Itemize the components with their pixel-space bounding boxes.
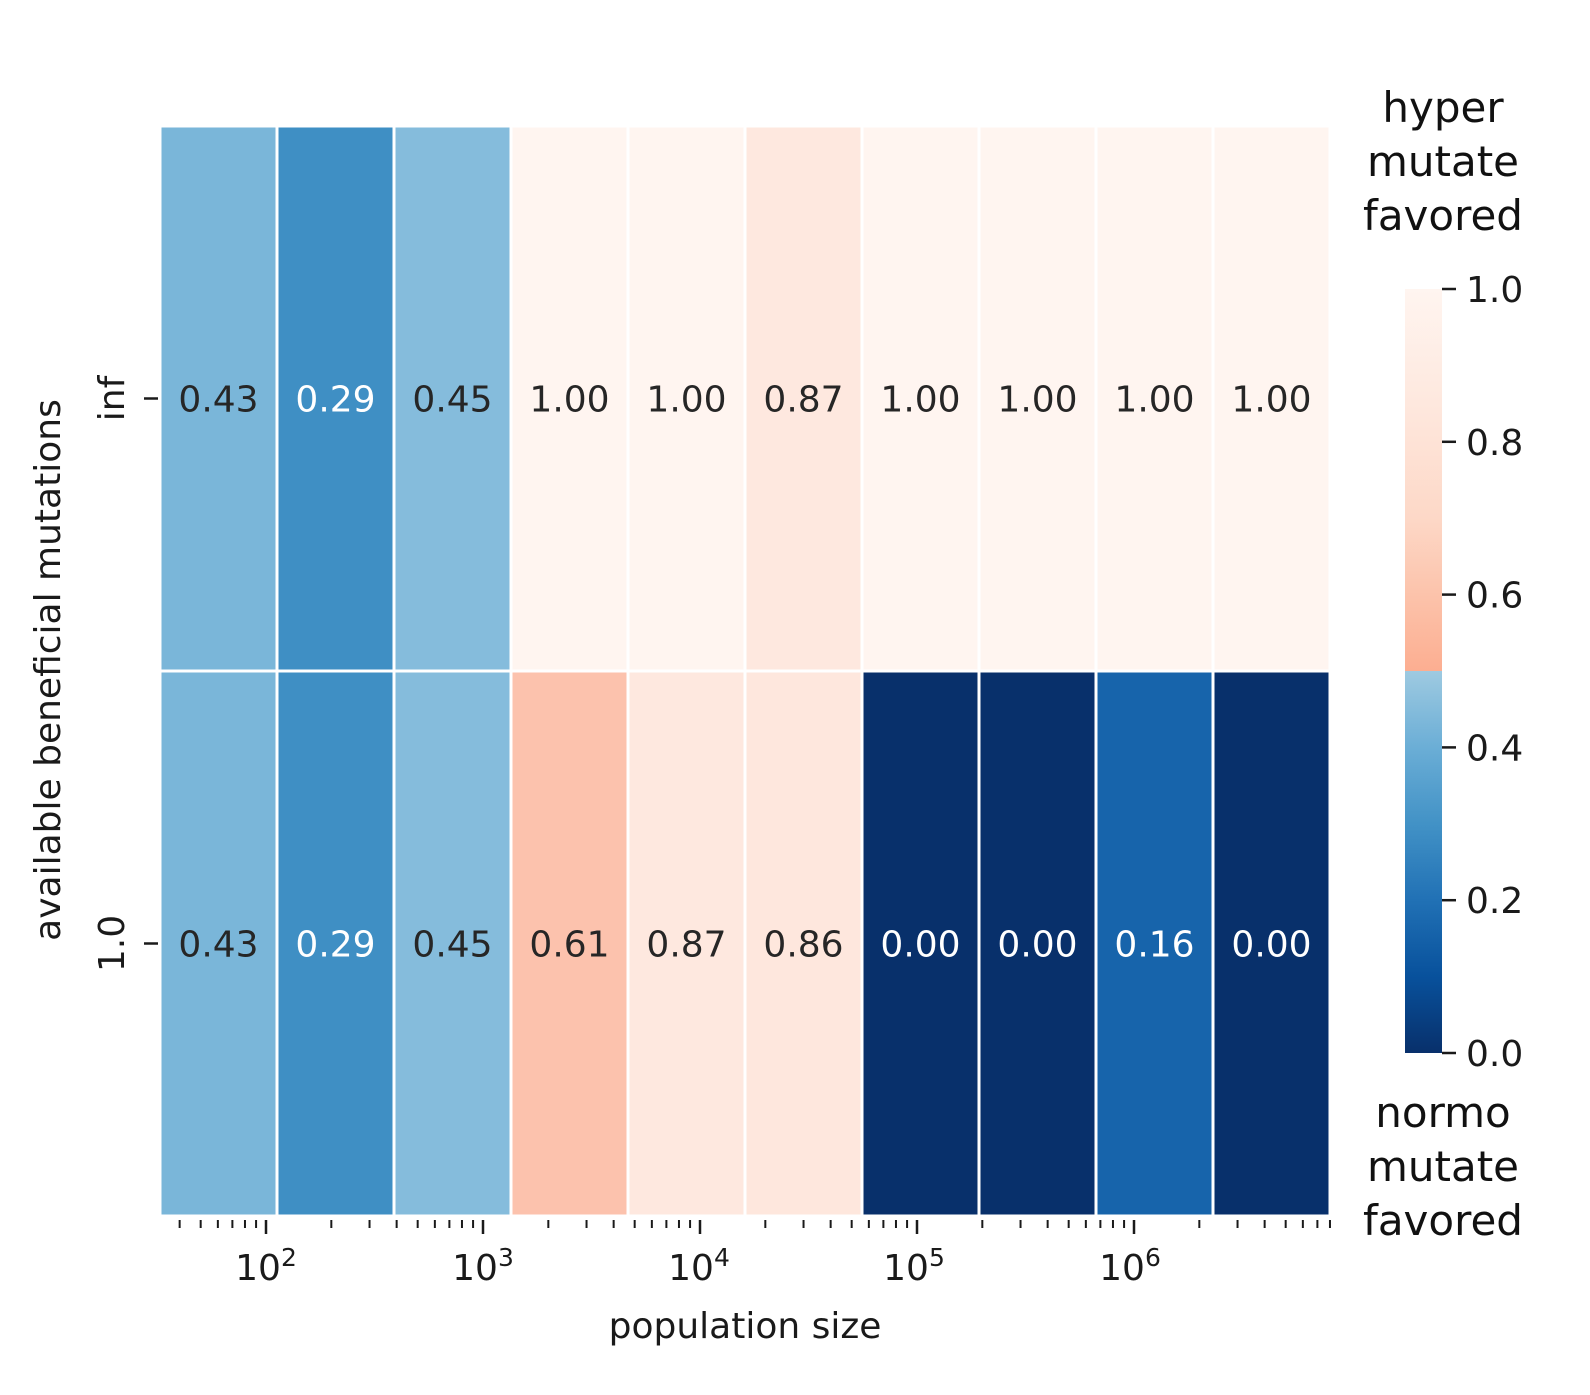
cell-value-label: 0.45 — [412, 925, 492, 966]
heatmap-cell — [743, 669, 864, 1218]
cell-value-label: 0.61 — [529, 925, 609, 966]
cell-value-label: 0.00 — [1231, 925, 1311, 966]
cell-value-label: 1.00 — [997, 380, 1077, 421]
x-tick-label: 102 — [235, 1243, 297, 1289]
heatmap-cell — [1211, 124, 1332, 673]
cell-value-label: 0.45 — [412, 380, 492, 421]
colorbar: 0.0 0.2 0.4 0.6 0.8 1.0 — [1405, 270, 1523, 1075]
colorbar-top-label: hyper mutate favored — [1363, 83, 1523, 240]
cell-value-label: 0.43 — [178, 925, 258, 966]
x-tick-label: 105 — [883, 1243, 945, 1289]
cell-value-label: 0.29 — [295, 925, 375, 966]
heatmap-cell — [158, 124, 279, 673]
heatmap-cell — [977, 124, 1098, 673]
heatmap-cell — [977, 669, 1098, 1218]
heatmap-cell-labels: 0.43 0.29 0.45 1.00 1.00 0.87 1.00 1.00 1.00 1.00… — [178, 380, 1311, 966]
colorbar-caption-line: mutate — [1367, 137, 1519, 186]
x-axis-label: population size — [609, 1306, 882, 1347]
heatmap-cell — [743, 124, 864, 673]
cell-value-label: 0.00 — [997, 925, 1077, 966]
heatmap-cell — [509, 124, 630, 673]
colorbar-tick-label: 0.6 — [1466, 576, 1523, 617]
colorbar-caption-line: favored — [1363, 1196, 1523, 1245]
x-tick-label: 103 — [452, 1243, 514, 1289]
x-tick-label: 106 — [1099, 1243, 1161, 1289]
cell-value-label: 1.00 — [880, 380, 960, 421]
cell-value-label: 0.29 — [295, 380, 375, 421]
heatmap-cell — [509, 669, 630, 1218]
colorbar-bottom-label: normo mutate favored — [1363, 1088, 1523, 1245]
heatmap-cell — [392, 124, 513, 673]
cell-value-label: 1.00 — [529, 380, 609, 421]
colorbar-tick-label: 1.0 — [1466, 270, 1523, 311]
cell-value-label: 0.87 — [646, 925, 726, 966]
colorbar-caption-line: normo — [1375, 1088, 1510, 1137]
colorbar-tick-label: 0.4 — [1466, 728, 1523, 769]
y-axis: inf 1.0 — [92, 374, 158, 972]
heatmap-cell — [392, 669, 513, 1218]
cell-value-label: 0.16 — [1114, 925, 1194, 966]
cell-value-label: 1.00 — [1114, 380, 1194, 421]
cell-value-label: 0.86 — [763, 925, 843, 966]
heatmap-cell — [1211, 669, 1332, 1218]
cell-value-label: 1.00 — [646, 380, 726, 421]
cell-value-label: 1.00 — [1231, 380, 1311, 421]
heatmap-cell — [275, 669, 396, 1218]
y-axis-label: available beneficial mutations — [28, 399, 69, 941]
colorbar-caption-line: hyper — [1382, 83, 1504, 132]
cell-value-label: 0.00 — [880, 925, 960, 966]
cell-value-label: 0.43 — [178, 380, 258, 421]
colorbar-gradient — [1405, 289, 1442, 1053]
heatmap-cell — [1094, 669, 1215, 1218]
colorbar-caption-line: favored — [1363, 191, 1523, 240]
colorbar-tick-label: 0.2 — [1466, 881, 1523, 922]
x-tick-label: 104 — [668, 1243, 730, 1289]
y-tick-label: inf — [92, 374, 133, 421]
heatmap-cell — [275, 124, 396, 673]
cell-value-label: 0.87 — [763, 380, 843, 421]
x-axis: 102 103 104 105 106 — [178, 1220, 1331, 1289]
heatmap-cells — [158, 124, 1332, 1218]
heatmap-cell — [860, 669, 981, 1218]
colorbar-caption-line: mutate — [1367, 1142, 1519, 1191]
y-tick-label: 1.0 — [92, 915, 133, 972]
colorbar-tick-label: 0.8 — [1466, 423, 1523, 464]
colorbar-tick-label: 0.0 — [1466, 1034, 1523, 1075]
